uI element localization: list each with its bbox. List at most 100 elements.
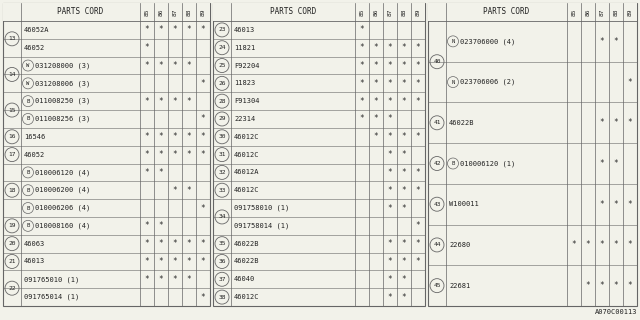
Text: *: *: [374, 132, 378, 141]
Text: B: B: [26, 223, 29, 228]
Text: 85: 85: [360, 8, 365, 16]
Text: *: *: [416, 186, 420, 195]
Text: 32: 32: [218, 170, 226, 175]
Text: 11821: 11821: [234, 45, 255, 51]
Text: *: *: [145, 61, 149, 70]
Text: *: *: [187, 132, 191, 141]
Text: *: *: [388, 150, 392, 159]
Text: *: *: [402, 79, 406, 88]
Text: *: *: [187, 150, 191, 159]
Text: 85: 85: [572, 8, 577, 16]
Text: *: *: [145, 150, 149, 159]
Text: 17: 17: [8, 152, 16, 157]
Text: 22314: 22314: [234, 116, 255, 122]
Text: *: *: [628, 240, 632, 249]
Text: *: *: [360, 79, 364, 88]
Text: 091758010 (1): 091758010 (1): [234, 205, 289, 211]
Text: *: *: [416, 43, 420, 52]
Text: *: *: [360, 43, 364, 52]
Text: 34: 34: [218, 214, 226, 220]
Text: 87: 87: [600, 8, 605, 16]
Text: 46013: 46013: [234, 27, 255, 33]
Text: *: *: [187, 257, 191, 266]
Text: *: *: [360, 25, 364, 35]
Text: 42: 42: [433, 161, 441, 166]
Text: *: *: [187, 186, 191, 195]
Text: 023706006 (2): 023706006 (2): [460, 79, 515, 85]
Text: 16: 16: [8, 134, 16, 139]
Text: *: *: [145, 221, 149, 230]
Text: *: *: [374, 97, 378, 106]
Text: *: *: [614, 281, 618, 290]
Text: W: W: [26, 63, 29, 68]
Text: *: *: [159, 25, 163, 35]
Text: B: B: [26, 116, 29, 122]
Text: *: *: [614, 159, 618, 168]
Text: 25: 25: [218, 63, 226, 68]
Text: A070C00113: A070C00113: [595, 309, 637, 315]
Text: *: *: [388, 61, 392, 70]
Text: *: *: [586, 281, 590, 290]
Text: *: *: [402, 275, 406, 284]
Text: *: *: [614, 118, 618, 127]
Text: *: *: [416, 221, 420, 230]
Text: *: *: [572, 240, 576, 249]
Text: *: *: [201, 204, 205, 212]
Text: *: *: [416, 132, 420, 141]
Text: 30: 30: [218, 134, 226, 139]
Text: 15: 15: [8, 108, 16, 113]
Text: 22: 22: [8, 286, 16, 291]
Text: 46012A: 46012A: [234, 169, 259, 175]
Text: 88: 88: [401, 8, 406, 16]
Text: *: *: [388, 204, 392, 212]
Text: *: *: [201, 292, 205, 301]
Text: *: *: [159, 61, 163, 70]
Text: 010006206 (4): 010006206 (4): [35, 205, 90, 211]
Text: B: B: [451, 161, 454, 166]
Text: 46052: 46052: [24, 45, 45, 51]
Text: *: *: [614, 240, 618, 249]
Text: *: *: [402, 239, 406, 248]
Text: *: *: [173, 257, 177, 266]
Text: *: *: [187, 61, 191, 70]
Bar: [428, 3, 637, 21]
Text: *: *: [145, 168, 149, 177]
Text: *: *: [159, 97, 163, 106]
Text: *: *: [173, 61, 177, 70]
Text: B: B: [26, 188, 29, 193]
Text: 46052: 46052: [24, 152, 45, 157]
Text: *: *: [416, 79, 420, 88]
Text: *: *: [159, 239, 163, 248]
Text: B: B: [26, 170, 29, 175]
Text: F92204: F92204: [234, 62, 259, 68]
Text: N: N: [451, 80, 454, 84]
Text: 023706000 (4): 023706000 (4): [460, 38, 515, 44]
Text: 37: 37: [218, 277, 226, 282]
Text: *: *: [360, 61, 364, 70]
Text: *: *: [201, 115, 205, 124]
Text: 28: 28: [218, 99, 226, 104]
Text: 87: 87: [173, 8, 177, 16]
Text: 46012C: 46012C: [234, 134, 259, 140]
Text: *: *: [360, 115, 364, 124]
Text: 88: 88: [614, 8, 618, 16]
Text: *: *: [600, 281, 604, 290]
Text: 41: 41: [433, 120, 441, 125]
Text: *: *: [145, 43, 149, 52]
Text: B: B: [26, 205, 29, 211]
Text: *: *: [159, 132, 163, 141]
Text: *: *: [187, 275, 191, 284]
Text: 091765014 (1): 091765014 (1): [24, 294, 79, 300]
Text: 010006120 (4): 010006120 (4): [35, 169, 90, 176]
Bar: [213, 3, 425, 306]
Text: *: *: [145, 239, 149, 248]
Text: 46022B: 46022B: [234, 259, 259, 264]
Text: 88: 88: [186, 8, 191, 16]
Text: 24: 24: [218, 45, 226, 50]
Text: *: *: [388, 275, 392, 284]
Text: 46040: 46040: [234, 276, 255, 282]
Text: 46012C: 46012C: [234, 152, 259, 157]
Text: *: *: [145, 257, 149, 266]
Text: 010008160 (4): 010008160 (4): [35, 223, 90, 229]
Text: *: *: [201, 25, 205, 35]
